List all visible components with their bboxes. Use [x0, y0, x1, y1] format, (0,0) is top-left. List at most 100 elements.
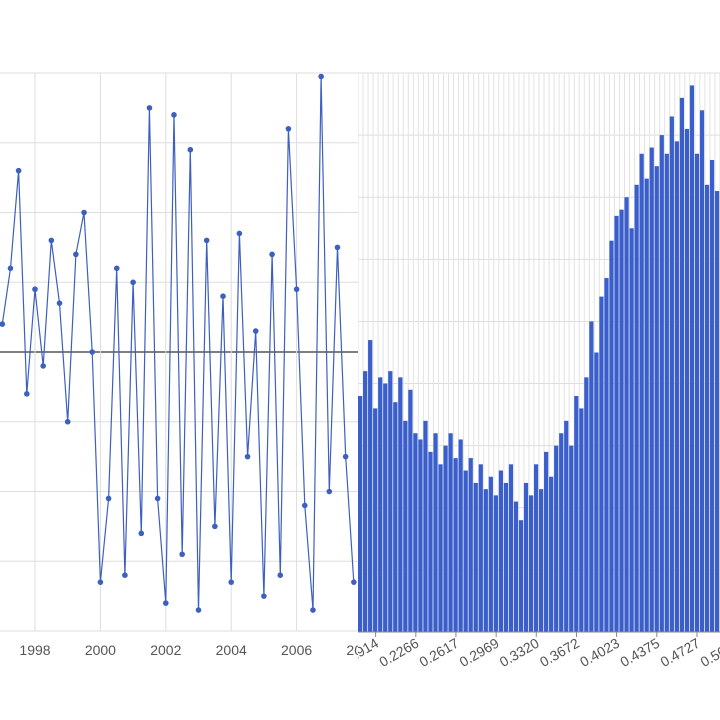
data-point: [130, 279, 136, 286]
bar: [649, 147, 654, 633]
bar: [544, 451, 549, 632]
bar: [403, 420, 408, 632]
bar: [539, 489, 544, 632]
bar: [684, 128, 690, 632]
data-point: [195, 607, 202, 613]
data-point: [113, 265, 120, 272]
line-chart: 199820002002200420062008: [0, 72, 380, 658]
data-point: [212, 523, 218, 530]
bar: [549, 476, 554, 632]
bar: [438, 464, 443, 632]
bar: [513, 501, 519, 632]
bar: [569, 445, 574, 632]
bar: [604, 277, 609, 632]
bar: [518, 520, 524, 632]
bar: [709, 159, 715, 632]
data-point: [163, 600, 169, 606]
bar: [689, 85, 695, 632]
data-point: [326, 488, 333, 495]
x-tick-label: 2000: [85, 642, 116, 658]
bar: [554, 445, 559, 632]
bar: [453, 458, 458, 632]
bar: [398, 377, 403, 632]
data-line: [1, 76, 355, 611]
bar: [423, 420, 428, 632]
data-point: [269, 251, 275, 258]
bar: [679, 97, 685, 633]
bar: [503, 482, 509, 632]
bar: [654, 166, 659, 632]
bar: [463, 470, 468, 632]
bar: [584, 377, 589, 632]
data-point: [32, 286, 38, 293]
data-point: [64, 418, 71, 425]
data-point: [97, 579, 104, 585]
data-point: [15, 167, 22, 174]
bar: [664, 153, 669, 632]
bar: [473, 482, 478, 632]
data-point: [81, 209, 87, 216]
bar: [478, 464, 483, 632]
data-point: [187, 146, 194, 153]
data-point: [285, 126, 292, 132]
data-point: [122, 572, 128, 578]
bar: [714, 191, 720, 632]
data-point: [261, 593, 267, 599]
x-tick-label: 2002: [150, 642, 181, 658]
data-point: [138, 530, 145, 537]
data-point: [40, 363, 46, 369]
bar: [448, 433, 453, 632]
x-tick-label: 1998: [19, 642, 50, 658]
data-point: [334, 244, 341, 251]
bar: [468, 458, 473, 632]
data-point: [220, 293, 226, 300]
bar: [363, 371, 368, 632]
bar: [433, 433, 438, 632]
data-point: [105, 495, 112, 502]
bar: [373, 408, 378, 632]
bar: [428, 451, 433, 632]
bar: [508, 464, 514, 632]
bar: [614, 215, 619, 632]
bar: [634, 184, 639, 633]
data-point: [293, 286, 300, 293]
data-point: [48, 237, 55, 244]
bar: [498, 470, 504, 632]
data-point: [171, 112, 177, 118]
bar: [483, 489, 488, 632]
histogram-chart: 0.19140.22660.26170.29690.33200.36720.40…: [358, 72, 720, 670]
x-tick-label: 2006: [281, 642, 312, 658]
bar: [619, 209, 624, 632]
bar: [533, 464, 539, 632]
bar: [378, 377, 383, 632]
bar: [488, 476, 493, 632]
data-point: [351, 579, 357, 585]
bar: [659, 135, 664, 632]
data-point: [244, 453, 251, 460]
bar: [383, 383, 388, 632]
data-point: [203, 237, 210, 244]
bar: [629, 228, 634, 632]
bar: [699, 110, 705, 633]
x-tick-label: 2004: [216, 642, 247, 658]
bar: [669, 116, 674, 632]
bar: [388, 371, 393, 632]
data-point: [228, 579, 235, 585]
data-point: [301, 502, 308, 509]
data-point: [342, 453, 349, 460]
bar: [528, 495, 534, 632]
bar: [413, 433, 418, 632]
data-point: [236, 230, 243, 237]
bar: [458, 439, 463, 632]
bar: [644, 178, 649, 633]
data-point: [89, 349, 96, 355]
bar: [559, 433, 564, 632]
bar: [624, 197, 629, 632]
data-point: [7, 265, 14, 272]
bar: [674, 141, 679, 633]
data-point: [318, 73, 324, 80]
bar: [579, 408, 584, 632]
bar: [589, 321, 594, 632]
bar: [523, 482, 529, 632]
data-point: [252, 328, 259, 334]
